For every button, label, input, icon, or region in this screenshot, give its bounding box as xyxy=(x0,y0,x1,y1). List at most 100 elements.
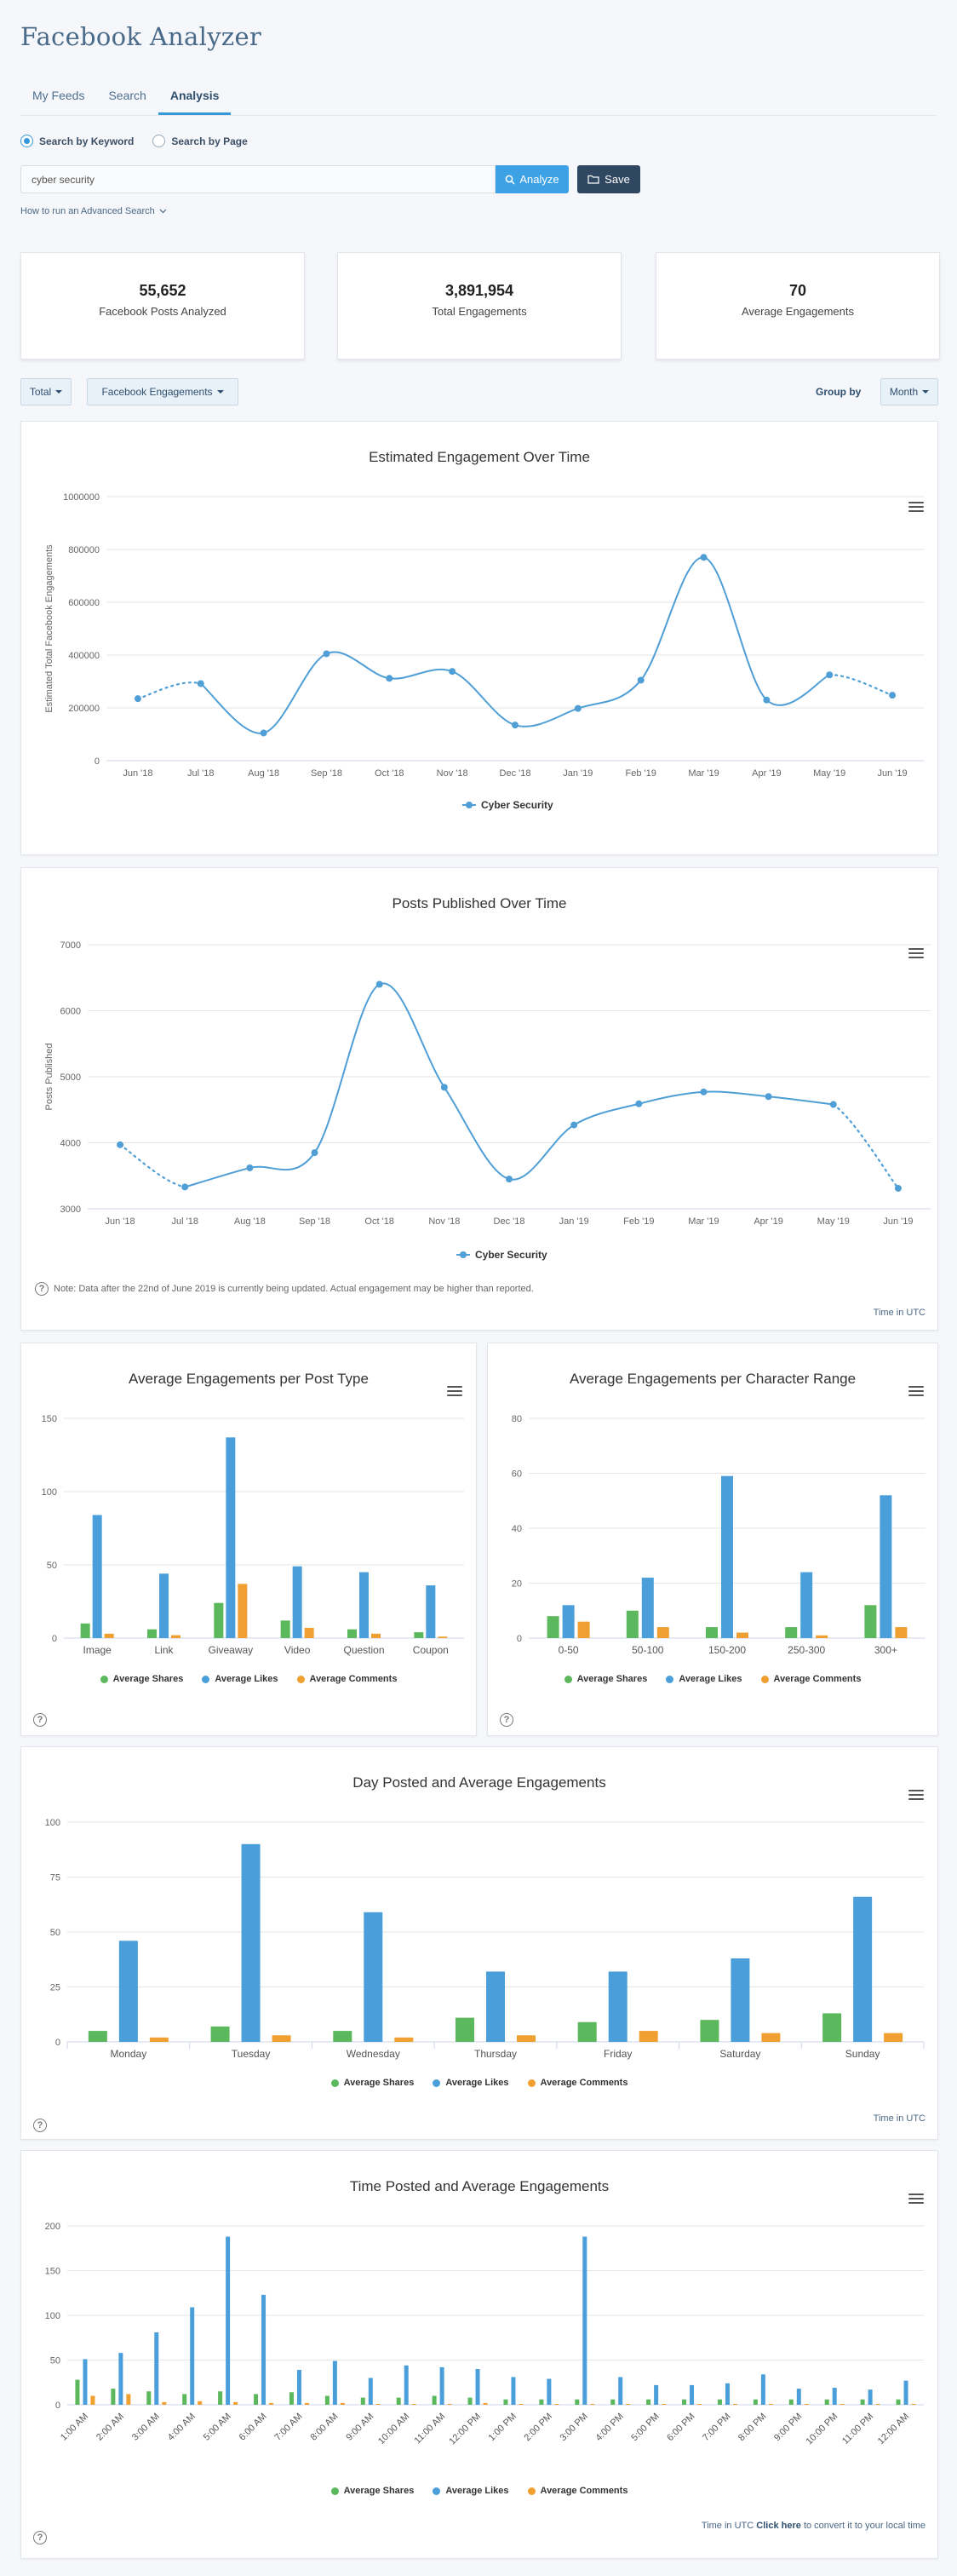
time-utc-convert: Time in UTC Click here to convert it to … xyxy=(702,2521,925,2531)
radio-dot-checked[interactable] xyxy=(20,135,33,147)
bar-average-shares xyxy=(88,2031,107,2042)
legend-item-shares[interactable]: Average Shares xyxy=(330,2486,414,2496)
tab-search[interactable]: Search xyxy=(108,89,146,102)
y-axis-label: Posts Published xyxy=(44,1044,54,1111)
tab-analysis[interactable]: Analysis xyxy=(158,80,232,115)
legend-item-likes[interactable]: Average Likes xyxy=(433,2486,509,2496)
metric-dropdown[interactable]: Facebook Engagements xyxy=(87,378,238,405)
chart-legend: Average Shares Average Likes Average Com… xyxy=(488,1674,937,1684)
stat-value-engagements: 3,891,954 xyxy=(444,282,514,299)
stat-card-engagements: 3,891,954 Total Engagements xyxy=(337,252,622,359)
bar-average-shares xyxy=(785,1627,798,1638)
x-tick-label: 9:00 PM xyxy=(772,2412,804,2443)
bar-average-comments xyxy=(304,1627,314,1638)
bar-average-comments xyxy=(149,2037,169,2042)
bar-average-likes xyxy=(654,2384,659,2405)
x-tick-label: 11:00 PM xyxy=(840,2412,875,2447)
help-icon[interactable]: ? xyxy=(35,1282,49,1296)
bar-average-comments xyxy=(911,2403,916,2405)
x-tick-label: Jul '18 xyxy=(172,1216,198,1227)
legend-item-likes[interactable]: Average Likes xyxy=(433,2078,509,2088)
radio-search-by-keyword[interactable]: Search by Keyword xyxy=(20,135,134,147)
legend-dot xyxy=(296,1675,305,1683)
x-tick-label: Jul '18 xyxy=(187,768,214,779)
save-button[interactable]: Save xyxy=(577,165,640,193)
chart-legend: Average Shares Average Likes Average Com… xyxy=(21,2078,937,2088)
x-tick-label: 0-50 xyxy=(559,1644,579,1656)
bar-average-shares xyxy=(682,2399,687,2405)
legend-item-comments[interactable]: Average Comments xyxy=(296,1674,397,1684)
chart-menu-icon[interactable] xyxy=(447,1386,462,1398)
legend-item-shares[interactable]: Average Shares xyxy=(100,1674,183,1684)
x-tick-label: 12:00 AM xyxy=(876,2412,911,2447)
series-line-dotted-start xyxy=(118,1143,186,1188)
chart-menu-icon[interactable] xyxy=(908,1790,924,1802)
legend-item-comments[interactable]: Average Comments xyxy=(527,2078,627,2088)
caret-down-icon xyxy=(216,390,224,394)
x-tick-label: Jan '19 xyxy=(563,768,593,779)
x-tick-label: Link xyxy=(154,1644,174,1656)
bar-average-shares xyxy=(860,2399,865,2405)
legend-item-likes[interactable]: Average Likes xyxy=(202,1674,278,1684)
help-icon[interactable]: ? xyxy=(33,2531,47,2544)
legend-item-likes[interactable]: Average Likes xyxy=(666,1674,742,1684)
y-tick-label: 200000 xyxy=(68,704,100,714)
analyze-button[interactable]: Analyze xyxy=(496,165,569,193)
x-tick-label: 7:00 PM xyxy=(701,2412,732,2443)
bar-average-shares xyxy=(788,2399,794,2405)
chart-menu-icon[interactable] xyxy=(908,502,924,514)
tab-my-feeds[interactable]: My Feeds xyxy=(32,89,85,102)
legend-item-shares[interactable]: Average Shares xyxy=(330,2078,414,2088)
x-tick-label: Dec '18 xyxy=(494,1216,525,1227)
legend-dot xyxy=(666,1675,674,1683)
bar-average-comments xyxy=(804,2403,809,2405)
help-icon[interactable]: ? xyxy=(33,2119,47,2132)
y-tick-label: 100 xyxy=(45,2311,60,2321)
help-icon[interactable]: ? xyxy=(500,1713,513,1727)
y-tick-label: 40 xyxy=(512,1524,522,1534)
help-icon[interactable]: ? xyxy=(33,1713,47,1727)
total-dropdown[interactable]: Total xyxy=(20,378,72,405)
bar-average-comments xyxy=(590,2403,595,2405)
bar-average-comments xyxy=(519,2403,524,2405)
bar-average-likes xyxy=(359,1572,369,1638)
legend-dot xyxy=(564,1675,572,1683)
bar-average-likes xyxy=(368,2378,373,2405)
bar-average-likes xyxy=(426,1585,436,1638)
search-input[interactable] xyxy=(20,165,496,193)
chart-menu-icon[interactable] xyxy=(908,948,924,960)
group-by-label: Group by xyxy=(816,386,862,398)
bar-average-shares xyxy=(577,2021,597,2042)
x-tick-label: Aug '18 xyxy=(248,768,279,779)
y-tick-label: 0 xyxy=(52,1634,57,1644)
bar-average-shares xyxy=(575,2399,580,2405)
analyze-label: Analyze xyxy=(519,173,559,186)
x-tick-label: Thursday xyxy=(474,2048,517,2060)
x-tick-label: 7:00 AM xyxy=(273,2412,305,2443)
x-tick-label: 8:00 AM xyxy=(308,2412,340,2443)
bar-average-comments xyxy=(126,2394,131,2405)
y-tick-label: 0 xyxy=(517,1634,522,1644)
x-tick-label: Oct '18 xyxy=(364,1216,394,1227)
series-line-dotted-end xyxy=(828,674,894,697)
bar-average-comments xyxy=(90,2395,95,2405)
radio-dot-unchecked[interactable] xyxy=(152,135,166,147)
bar-average-likes xyxy=(261,2294,266,2405)
bar-average-comments xyxy=(162,2401,167,2405)
y-tick-label: 800000 xyxy=(68,545,100,555)
chart-menu-icon[interactable] xyxy=(908,1386,924,1398)
legend-item-comments[interactable]: Average Comments xyxy=(760,1674,861,1684)
x-tick-label: Video xyxy=(284,1644,311,1656)
group-by-dropdown[interactable]: Month xyxy=(880,378,938,405)
chart-menu-icon[interactable] xyxy=(908,2194,924,2205)
advanced-search-link[interactable]: How to run an Advanced Search xyxy=(20,206,167,216)
convert-time-suffix: to convert it to your local time xyxy=(803,2521,925,2531)
legend-item-shares[interactable]: Average Shares xyxy=(564,1674,647,1684)
data-note-text: Note: Data after the 22nd of June 2019 i… xyxy=(54,1284,534,1294)
x-tick-label: 5:00 AM xyxy=(202,2412,233,2443)
data-point xyxy=(117,1141,124,1148)
legend-item-comments[interactable]: Average Comments xyxy=(527,2486,627,2496)
y-tick-label: 100 xyxy=(45,1818,60,1828)
radio-search-by-page[interactable]: Search by Page xyxy=(152,135,248,147)
convert-time-link[interactable]: Click here xyxy=(756,2521,801,2531)
